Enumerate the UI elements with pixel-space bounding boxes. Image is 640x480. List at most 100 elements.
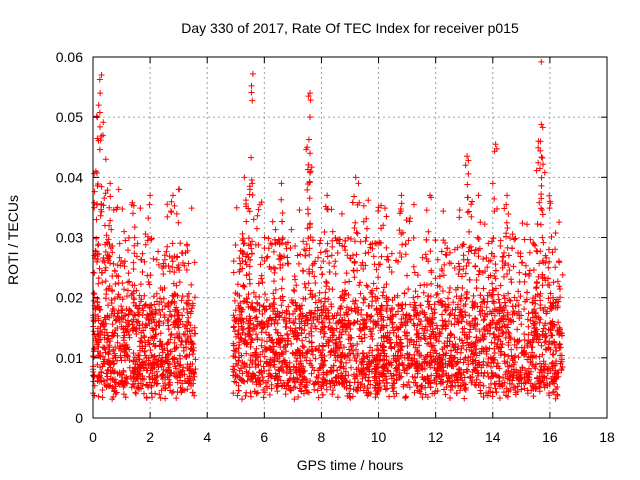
data-point [277,295,284,302]
data-point [483,254,490,261]
data-point [164,318,171,325]
data-point [331,263,338,270]
data-point [174,330,180,337]
data-point [173,210,180,217]
data-point [320,371,327,378]
data-point [243,203,250,210]
data-point [256,377,263,384]
data-point [434,256,441,263]
data-point [403,329,410,336]
data-point [262,306,269,313]
data-point [292,383,299,390]
data-point [113,272,120,279]
data-point [253,306,260,313]
data-point [472,263,479,270]
data-point [432,237,439,244]
data-point [494,307,501,314]
data-point [324,205,331,212]
data-point [495,291,502,298]
data-point [157,395,164,402]
data-point [506,362,513,369]
data-point [191,330,198,337]
data-point [507,235,514,242]
data-point [458,273,465,280]
data-point [367,390,374,397]
data-point [332,374,339,381]
data-point [425,228,432,235]
data-point [307,324,314,331]
data-point [491,312,498,319]
data-point [190,341,197,348]
data-point [548,233,555,240]
data-point [463,331,470,338]
data-point [352,373,359,380]
data-point [363,311,370,318]
data-point [505,367,512,374]
data-point [106,359,113,366]
data-point [336,236,343,243]
data-point [333,325,340,332]
data-point [415,365,422,372]
data-point [283,324,290,331]
data-point [249,303,256,310]
data-point [477,312,484,319]
data-point [365,360,372,367]
data-point [111,295,118,302]
data-point [536,199,543,206]
data-point [513,297,520,304]
data-point [539,351,546,358]
data-point [122,379,129,386]
data-point [284,254,291,261]
data-point [336,345,343,352]
data-point [427,380,434,387]
data-point [164,243,171,250]
data-point [158,299,165,306]
data-point [438,302,445,309]
data-point [296,349,303,356]
data-point [480,285,487,292]
data-point [412,288,419,295]
data-point [540,306,547,313]
data-point [399,241,406,248]
data-point [443,252,450,259]
data-point [478,348,485,355]
data-point [393,333,400,340]
data-point [549,359,556,366]
data-point [477,336,484,343]
data-point [178,388,185,395]
data-point [421,375,428,382]
data-point [431,301,438,308]
data-point [99,394,106,401]
data-point [149,394,156,401]
data-point [160,270,167,277]
data-point [121,258,128,265]
data-point [541,367,548,374]
data-point [110,361,117,368]
data-point [342,247,349,254]
data-point [403,311,410,318]
data-point [106,204,113,211]
data-point [421,365,428,372]
data-point [469,304,476,311]
data-point [414,347,421,354]
data-point [183,344,190,351]
data-point [285,303,292,310]
data-point [545,246,552,253]
data-point [171,372,178,379]
data-point [529,349,536,356]
data-point [532,242,539,249]
data-point [125,328,132,335]
data-point [107,193,114,200]
data-point [254,389,261,396]
data-point [551,338,558,345]
data-point [490,356,497,363]
data-point [514,326,521,333]
data-point [353,366,360,373]
data-point [470,358,477,365]
data-point [466,320,473,327]
data-point [312,325,319,332]
data-point [552,246,559,253]
data-point [458,308,465,315]
data-point [307,377,314,384]
data-point [446,289,453,296]
